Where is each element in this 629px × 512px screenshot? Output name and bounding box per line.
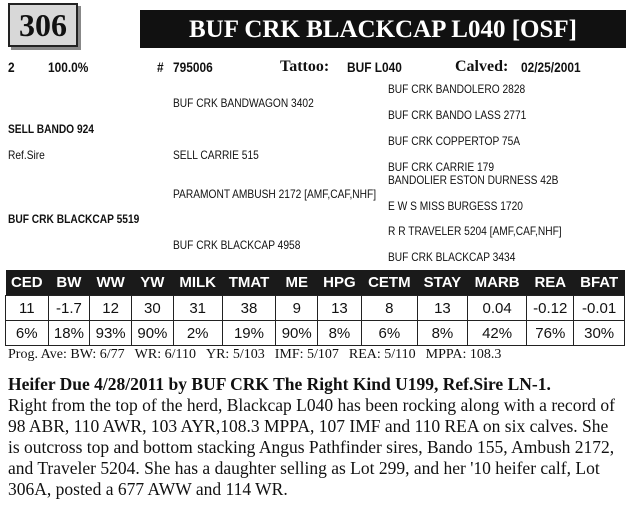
progeny-stat: REA: 5/110 xyxy=(348,347,416,362)
ped-dss: BANDOLIER ESTON DURNESS 42B xyxy=(388,173,559,187)
epd-percentiles-cell: 93% xyxy=(89,320,133,346)
epd-headers-cell: BFAT xyxy=(573,270,625,296)
lot-number: 306 xyxy=(8,3,78,47)
count: 2 xyxy=(8,59,15,75)
epd-percentiles-cell: 6% xyxy=(360,320,418,346)
epd-percentiles-cell: 8% xyxy=(317,320,362,346)
epd-headers-cell: ME xyxy=(275,270,318,296)
ped-sds: BUF CRK COPPERTOP 75A xyxy=(388,134,521,148)
epd-percentile-row: 6% 18% 93% 90% 2% 19% 90% 8% 6% 8% 42% 76% 30% xyxy=(5,320,625,346)
epd-percentiles-cell: 2% xyxy=(172,320,223,346)
calved-label: Calved: xyxy=(455,58,509,75)
sire-dam: SELL CARRIE 515 xyxy=(173,148,259,162)
progeny-stat: WR: 6/110 xyxy=(134,347,196,362)
epd-percentiles-cell: 8% xyxy=(416,320,468,346)
epd-headers-cell: STAY xyxy=(417,270,468,296)
progeny-stat: Prog. Ave: BW: 6/77 xyxy=(8,347,125,362)
epd-values-cell: -1.7 xyxy=(47,295,91,321)
percent: 100.0% xyxy=(48,59,89,75)
epd-values-cell: -0.01 xyxy=(573,295,625,321)
ped-ssd: BUF CRK BANDO LASS 2771 xyxy=(388,108,527,122)
reg-prefix: # xyxy=(157,59,164,75)
progeny-stat: IMF: 5/107 xyxy=(274,347,339,362)
epd-values-cell: 12 xyxy=(89,295,133,321)
dam-dam: BUF CRK BLACKCAP 4958 xyxy=(173,238,301,252)
description: Right from the top of the herd, Blackcap… xyxy=(8,395,615,499)
registration-number: 795006 xyxy=(173,59,213,75)
epd-headers-cell: TMAT xyxy=(222,270,276,296)
ped-sss: BUF CRK BANDOLERO 2828 xyxy=(388,82,526,96)
epd-values-cell: 0.04 xyxy=(466,295,528,321)
epd-percentiles-cell: 6% xyxy=(5,320,49,346)
ped-ddd: BUF CRK BLACKCAP 3434 xyxy=(388,250,516,264)
sire: SELL BANDO 924 xyxy=(8,122,94,136)
epd-percentiles-cell: 19% xyxy=(221,320,277,346)
epd-headers-cell: MILK xyxy=(173,270,223,296)
epd-value-row: 11 -1.7 12 30 31 38 9 13 8 13 0.04 -0.12 -0.01 xyxy=(5,295,625,321)
epd-headers-cell: WW xyxy=(89,270,132,296)
epd-values-cell: 38 xyxy=(221,295,277,321)
progeny-stat: MPPA: 108.3 xyxy=(425,347,502,362)
progeny-averages: Prog. Ave: BW: 6/77 WR: 6/110 YR: 5/103 IMF… xyxy=(8,347,511,363)
epd-percentiles-cell: 42% xyxy=(466,320,528,346)
epd-headers-cell: YW xyxy=(131,270,174,296)
epd-headers-cell: CETM xyxy=(361,270,418,296)
epd-headers-cell: REA xyxy=(526,270,574,296)
epd-table: CED BW WW YW MILK TMAT ME HPG CETM STAY MARB REA BFA… xyxy=(5,270,625,346)
epd-values-cell: 13 xyxy=(416,295,468,321)
epd-headers-cell: MARB xyxy=(467,270,527,296)
headline: Heifer Due 4/28/2011 by BUF CRK The Righ… xyxy=(8,374,551,394)
epd-headers-cell: HPG xyxy=(317,270,362,296)
epd-percentiles-cell: 90% xyxy=(275,320,319,346)
description-block: Heifer Due 4/28/2011 by BUF CRK The Righ… xyxy=(8,374,623,500)
dam-sire: PARAMONT AMBUSH 2172 [AMF,CAF,NHF] xyxy=(173,187,377,201)
calved-date: 02/25/2001 xyxy=(521,59,581,75)
ped-sdd: BUF CRK CARRIE 179 xyxy=(388,160,494,174)
epd-percentiles-cell: 30% xyxy=(573,320,625,346)
tattoo-label: Tattoo: xyxy=(280,58,330,75)
epd-values-cell: 11 xyxy=(5,295,49,321)
epd-percentiles-cell: 18% xyxy=(47,320,91,346)
dam: BUF CRK BLACKCAP 5519 xyxy=(8,212,140,226)
epd-percentiles-cell: 76% xyxy=(526,320,575,346)
progeny-stat: YR: 5/103 xyxy=(205,347,265,362)
epd-values-cell: 31 xyxy=(172,295,223,321)
tattoo: BUF L040 xyxy=(347,59,402,75)
epd-values-cell: 13 xyxy=(317,295,362,321)
epd-values-cell: -0.12 xyxy=(526,295,575,321)
epd-headers-cell: BW xyxy=(48,270,90,296)
epd-values-cell: 9 xyxy=(275,295,319,321)
epd-values-cell: 30 xyxy=(131,295,174,321)
sire-sire: BUF CRK BANDWAGON 3402 xyxy=(173,96,314,110)
epd-header-row: CED BW WW YW MILK TMAT ME HPG CETM STAY MARB REA BFA… xyxy=(5,270,625,296)
animal-title: BUF CRK BLACKCAP L040 [OSF] xyxy=(140,10,626,48)
ped-dds: R R TRAVELER 5204 [AMF,CAF,NHF] xyxy=(388,224,562,238)
epd-percentiles-cell: 90% xyxy=(131,320,174,346)
epd-values-cell: 8 xyxy=(360,295,418,321)
ped-dsd: E W S MISS BURGESS 1720 xyxy=(388,199,523,213)
epd-headers-cell: CED xyxy=(5,270,49,296)
sire-note: Ref.Sire xyxy=(8,148,45,162)
